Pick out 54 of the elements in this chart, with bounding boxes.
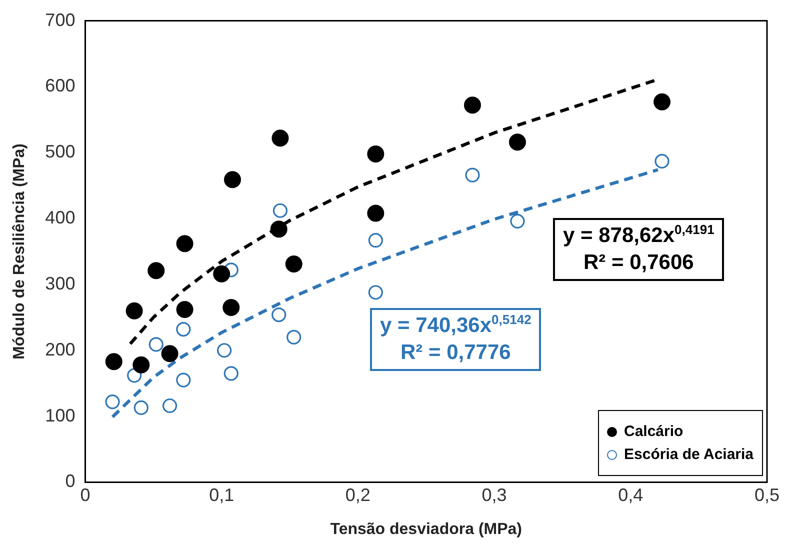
point <box>367 204 384 222</box>
point <box>176 372 191 388</box>
point <box>654 93 671 110</box>
point <box>217 343 232 358</box>
point <box>161 345 178 362</box>
point <box>222 299 240 316</box>
y-tick-label: 200 <box>45 339 76 360</box>
y-tick-label: 700 <box>45 10 76 30</box>
point <box>367 145 384 162</box>
point <box>272 307 286 322</box>
point <box>134 400 148 416</box>
point <box>510 214 525 228</box>
point <box>368 285 383 300</box>
point <box>126 302 143 320</box>
point <box>270 220 288 238</box>
x-tick-label: 0 <box>80 484 90 505</box>
point <box>162 398 178 414</box>
point <box>176 301 194 318</box>
point <box>148 337 164 352</box>
legend-label: Escória de Aciaria <box>624 446 754 464</box>
point <box>176 322 191 337</box>
point <box>465 168 480 182</box>
point <box>105 353 122 370</box>
y-tick-label: 100 <box>45 405 76 426</box>
point <box>286 330 302 344</box>
point <box>213 265 230 282</box>
point <box>272 203 288 218</box>
x-tick-label: 0,3 <box>482 484 507 505</box>
point <box>224 366 238 381</box>
annotation: y = 740,36x$^{0,5142}$ R² = 0,7776 <box>370 308 542 371</box>
point <box>464 96 481 114</box>
legend-label: Calcário <box>624 423 684 440</box>
point <box>368 232 383 248</box>
x-tick-label: 0,1 <box>209 484 234 505</box>
point <box>224 171 241 188</box>
y-tick-label: 300 <box>45 273 76 294</box>
y-tick-label: 400 <box>45 208 76 228</box>
x-tick-label: 0,2 <box>345 484 370 505</box>
x-axis-title: Tensão desviadora (MPa) <box>330 520 522 538</box>
point <box>148 262 165 280</box>
point <box>285 256 302 273</box>
x-tick-label: 0,4 <box>618 484 644 505</box>
point <box>508 134 526 151</box>
point <box>105 394 120 410</box>
y-axis-title: Módulo de Resiliência (MPa) <box>11 143 28 360</box>
x-tick-label: 0,5 <box>754 484 780 505</box>
point <box>176 235 194 252</box>
y-tick-label: 500 <box>45 142 76 162</box>
point <box>654 154 670 168</box>
point <box>132 356 150 374</box>
y-tick-label: 0 <box>65 471 76 492</box>
y-tick-label: 600 <box>45 76 76 96</box>
annotation: y = 878,62x$^{0,4191}$ R² = 0,7606 <box>553 218 724 281</box>
point <box>272 130 289 147</box>
